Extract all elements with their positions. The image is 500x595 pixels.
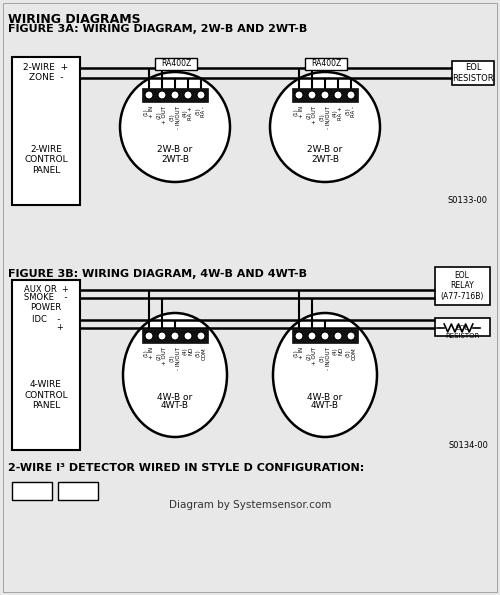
Circle shape	[145, 91, 153, 99]
Circle shape	[171, 91, 179, 99]
Bar	[12, 57, 80, 205]
Circle shape	[321, 332, 329, 340]
Text: (2)
+ OUT: (2) + OUT	[156, 106, 168, 124]
Text: IDC    -: IDC -	[32, 315, 60, 324]
Text: 4WT-B: 4WT-B	[161, 402, 189, 411]
Text: 4W-B or: 4W-B or	[308, 393, 342, 402]
Circle shape	[171, 332, 179, 340]
Text: (2)
+ OUT: (2) + OUT	[306, 106, 318, 124]
Circle shape	[197, 332, 205, 340]
Bar	[292, 329, 358, 343]
Text: RA400Z: RA400Z	[161, 60, 191, 68]
Bar	[12, 280, 80, 450]
Text: 2-WIRE I³ DETECTOR WIRED IN STYLE D CONFIGURATION:: 2-WIRE I³ DETECTOR WIRED IN STYLE D CONF…	[8, 463, 364, 473]
Text: S0133-00: S0133-00	[448, 196, 488, 205]
Circle shape	[321, 91, 329, 99]
Text: +: +	[28, 324, 64, 333]
Bar	[142, 329, 208, 343]
Text: (3)
- IN/OUT: (3) - IN/OUT	[170, 347, 180, 370]
Text: ZONE  -: ZONE -	[29, 74, 63, 83]
Text: FIGURE 3A: WIRING DIAGRAM, 2W-B AND 2WT-B: FIGURE 3A: WIRING DIAGRAM, 2W-B AND 2WT-…	[8, 24, 307, 34]
Text: EOL
RESISTOR: EOL RESISTOR	[452, 63, 494, 83]
Circle shape	[308, 91, 316, 99]
Bar	[435, 318, 490, 336]
Text: Diagram by Systemsensor.com: Diagram by Systemsensor.com	[169, 500, 331, 510]
Bar	[435, 267, 490, 305]
Text: FIGURE 3B: WIRING DIAGRAM, 4W-B AND 4WT-B: FIGURE 3B: WIRING DIAGRAM, 4W-B AND 4WT-…	[8, 269, 307, 279]
Circle shape	[158, 332, 166, 340]
Text: (1)
+ IN: (1) + IN	[144, 347, 154, 359]
Text: 2W-B or: 2W-B or	[158, 146, 192, 155]
Text: (4)
NO: (4) NO	[182, 347, 194, 355]
Circle shape	[120, 72, 230, 182]
Text: 2W-B or: 2W-B or	[308, 146, 342, 155]
Bar	[12, 482, 52, 500]
Bar	[142, 88, 208, 102]
Text: AUX OR  +: AUX OR +	[24, 286, 68, 295]
Circle shape	[270, 72, 380, 182]
Text: (4)
RA +: (4) RA +	[182, 106, 194, 120]
Text: 2-WIRE
CONTROL
PANEL: 2-WIRE CONTROL PANEL	[24, 145, 68, 175]
Text: (1)
+ IN: (1) + IN	[294, 347, 304, 359]
Text: POWER: POWER	[30, 302, 62, 312]
Text: (4)
NO: (4) NO	[332, 347, 344, 355]
Circle shape	[295, 332, 303, 340]
Circle shape	[145, 332, 153, 340]
Text: (1)
+ IN: (1) + IN	[294, 106, 304, 118]
Text: 2-WIRE  +: 2-WIRE +	[24, 64, 68, 73]
Text: 4W-B or: 4W-B or	[158, 393, 192, 402]
Text: (5)
COM: (5) COM	[346, 347, 356, 359]
Text: (5)
RA -: (5) RA -	[346, 106, 356, 117]
Text: (1)
+ IN: (1) + IN	[144, 106, 154, 118]
Bar	[58, 482, 98, 500]
Text: (5)
RA -: (5) RA -	[196, 106, 206, 117]
Ellipse shape	[273, 313, 377, 437]
Text: S0134-00: S0134-00	[448, 441, 488, 450]
Circle shape	[334, 332, 342, 340]
Bar	[155, 58, 197, 70]
Circle shape	[158, 91, 166, 99]
Circle shape	[347, 332, 355, 340]
Circle shape	[295, 91, 303, 99]
Text: (2)
+ OUT: (2) + OUT	[156, 347, 168, 365]
Text: WIRING DIAGRAMS: WIRING DIAGRAMS	[8, 13, 140, 26]
Circle shape	[184, 332, 192, 340]
Text: (3)
- IN/OUT: (3) - IN/OUT	[320, 106, 330, 129]
Text: EOL
RELAY
(A77-716B): EOL RELAY (A77-716B)	[440, 271, 484, 301]
Text: (3)
- IN/OUT: (3) - IN/OUT	[320, 347, 330, 370]
Bar	[305, 58, 347, 70]
Text: RA400Z: RA400Z	[311, 60, 341, 68]
Text: SMOKE    -: SMOKE -	[24, 293, 68, 302]
Text: (5)
COM: (5) COM	[196, 347, 206, 359]
Bar	[292, 88, 358, 102]
Text: 4-WIRE
CONTROL
PANEL: 4-WIRE CONTROL PANEL	[24, 380, 68, 410]
Text: (2)
+ OUT: (2) + OUT	[306, 347, 318, 365]
Circle shape	[334, 91, 342, 99]
Text: (3)
- IN/OUT: (3) - IN/OUT	[170, 106, 180, 129]
Ellipse shape	[123, 313, 227, 437]
Circle shape	[308, 332, 316, 340]
Text: 2WT-B: 2WT-B	[311, 155, 339, 164]
Bar	[452, 61, 494, 85]
Circle shape	[184, 91, 192, 99]
Text: 4WT-B: 4WT-B	[311, 402, 339, 411]
Text: EOL
RESISTOR: EOL RESISTOR	[445, 325, 479, 339]
Text: (4)
RA +: (4) RA +	[332, 106, 344, 120]
Circle shape	[347, 91, 355, 99]
Circle shape	[197, 91, 205, 99]
Text: 2WT-B: 2WT-B	[161, 155, 189, 164]
